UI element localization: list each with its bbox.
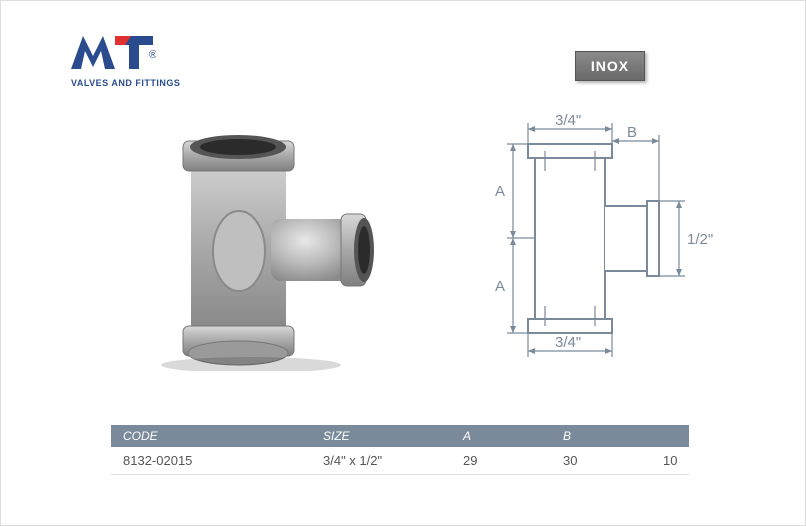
product-photo bbox=[121, 121, 401, 371]
cell-size: 3/4" x 1/2" bbox=[311, 447, 451, 475]
cell-b: 30 bbox=[551, 447, 651, 475]
dimension-diagram-svg: 3/4" B A A 1/2" 3/4" bbox=[465, 111, 725, 361]
header-b: B bbox=[551, 425, 651, 447]
cell-a: 29 bbox=[451, 447, 551, 475]
table-header-row: CODE SIZE A B bbox=[111, 425, 689, 447]
registered-mark: ® bbox=[149, 49, 156, 61]
material-badge-label: INOX bbox=[591, 58, 629, 74]
dimension-diagram: 3/4" B A A 1/2" 3/4" bbox=[465, 111, 725, 361]
header-code: CODE bbox=[111, 425, 311, 447]
table-row: 8132-02015 3/4" x 1/2" 29 30 10 bbox=[111, 447, 689, 475]
brand-logo: ® VALVES AND FITTINGS bbox=[71, 31, 180, 88]
cell-code: 8132-02015 bbox=[111, 447, 311, 475]
cell-last: 10 bbox=[651, 447, 689, 475]
spec-table: CODE SIZE A B 8132-02015 3/4" x 1/2" 29 … bbox=[111, 425, 689, 475]
logo-mark: ® bbox=[71, 31, 180, 76]
header-blank bbox=[651, 425, 689, 447]
tee-fitting-icon bbox=[121, 121, 401, 371]
dim-top: 3/4" bbox=[555, 112, 581, 129]
mt-logo-icon: ® bbox=[71, 31, 156, 76]
dim-bottom: 3/4" bbox=[555, 334, 581, 351]
dim-a1: A bbox=[495, 183, 505, 200]
dim-b: B bbox=[627, 124, 637, 141]
material-badge: INOX bbox=[575, 51, 645, 81]
brand-tagline: VALVES AND FITTINGS bbox=[71, 78, 180, 88]
header-size: SIZE bbox=[311, 425, 451, 447]
header-a: A bbox=[451, 425, 551, 447]
dim-right: 1/2" bbox=[687, 231, 713, 248]
dim-a2: A bbox=[495, 278, 505, 295]
